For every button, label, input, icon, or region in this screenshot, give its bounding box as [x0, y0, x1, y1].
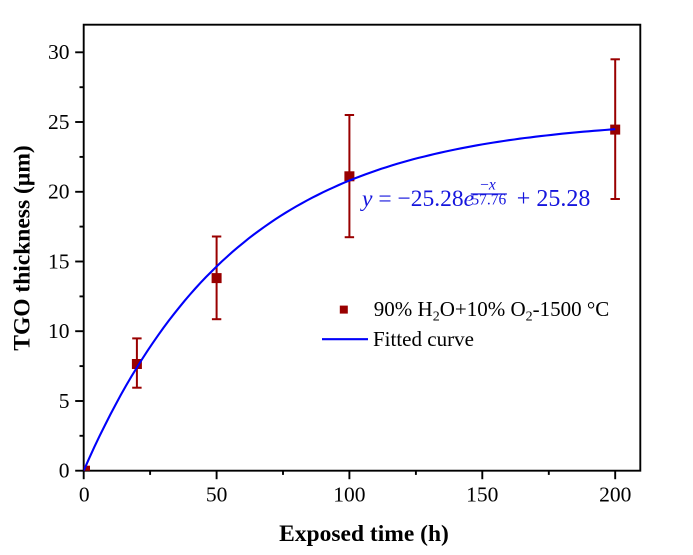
svg-text:200: 200: [599, 483, 631, 507]
svg-text:5: 5: [59, 389, 70, 413]
svg-text:90% H2O+10% O2-1500 °C: 90% H2O+10% O2-1500 °C: [374, 297, 610, 325]
svg-text:0: 0: [59, 459, 70, 483]
svg-text:TGO thickness (µm): TGO thickness (µm): [10, 145, 36, 350]
svg-text:50: 50: [206, 483, 228, 507]
svg-text:25: 25: [48, 110, 70, 134]
svg-text:30: 30: [48, 40, 70, 64]
svg-text:150: 150: [466, 483, 498, 507]
svg-text:0: 0: [79, 483, 90, 507]
svg-text:+ 25.28: + 25.28: [517, 186, 591, 212]
svg-text:100: 100: [333, 483, 365, 507]
svg-text:15: 15: [48, 249, 70, 273]
svg-text:−x: −x: [480, 177, 496, 194]
svg-text:10: 10: [48, 319, 70, 343]
svg-text:20: 20: [48, 180, 70, 204]
svg-text:Fitted curve: Fitted curve: [373, 327, 474, 351]
svg-text:Exposed time (h): Exposed time (h): [279, 521, 449, 547]
svg-text:57.76: 57.76: [471, 191, 506, 208]
svg-text:y = −25.28e: y = −25.28e: [360, 186, 474, 212]
